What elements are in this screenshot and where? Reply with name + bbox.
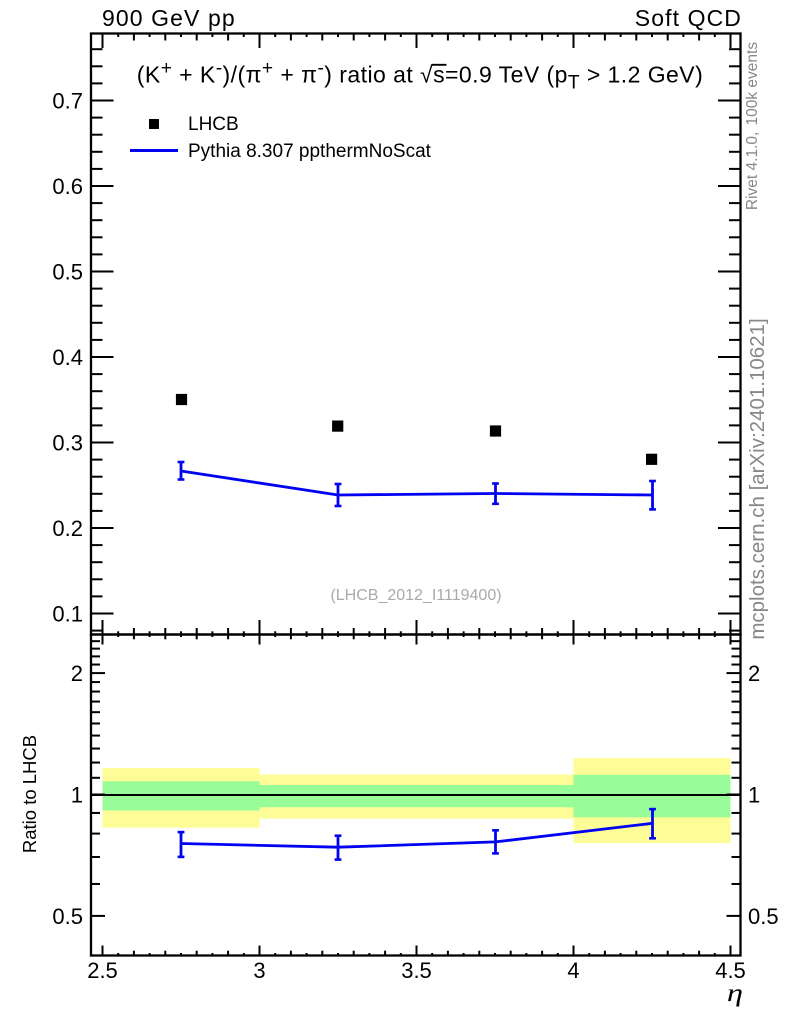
svg-text:0.5: 0.5: [52, 260, 83, 285]
svg-text:2: 2: [748, 661, 760, 686]
svg-text:0.5: 0.5: [748, 904, 779, 929]
svg-text:0.3: 0.3: [52, 431, 83, 456]
svg-text:2: 2: [71, 661, 83, 686]
svg-text:1: 1: [748, 783, 760, 808]
svg-text:4: 4: [567, 958, 579, 983]
svg-text:1: 1: [71, 783, 83, 808]
svg-text:2.5: 2.5: [87, 958, 118, 983]
svg-text:0.6: 0.6: [52, 174, 83, 199]
svg-text:0.5: 0.5: [52, 904, 83, 929]
svg-text:0.1: 0.1: [52, 602, 83, 627]
svg-text:0.4: 0.4: [52, 345, 83, 370]
svg-text:0.7: 0.7: [52, 89, 83, 114]
svg-text:0.2: 0.2: [52, 516, 83, 541]
svg-text:4.5: 4.5: [715, 958, 746, 983]
svg-text:3.5: 3.5: [401, 958, 432, 983]
svg-text:3: 3: [253, 958, 265, 983]
